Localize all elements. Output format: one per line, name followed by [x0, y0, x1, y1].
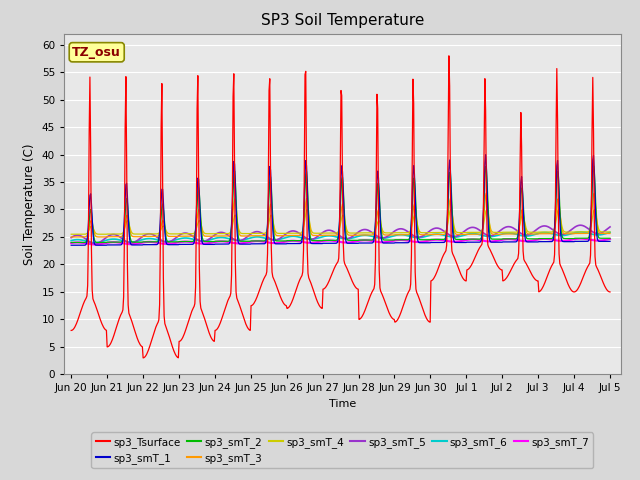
sp3_smT_6	[407, 234, 415, 240]
sp3_smT_4	[406, 228, 414, 234]
sp3_smT_3	[406, 230, 414, 236]
Line: sp3_smT_2: sp3_smT_2	[71, 166, 610, 242]
sp3_smT_5	[422, 231, 430, 237]
sp3_smT_3	[216, 233, 223, 239]
Text: TZ_osu: TZ_osu	[72, 46, 121, 59]
sp3_Tsurface	[140, 355, 147, 361]
Line: sp3_smT_6: sp3_smT_6	[71, 232, 610, 243]
sp3_smT_1	[406, 237, 414, 242]
sp3_smT_7	[407, 238, 415, 244]
sp3_smT_3	[483, 190, 490, 196]
sp3_smT_4	[216, 231, 223, 237]
Line: sp3_smT_5: sp3_smT_5	[71, 225, 610, 244]
sp3_smT_4	[591, 207, 598, 213]
Y-axis label: Soil Temperature (C): Soil Temperature (C)	[23, 143, 36, 265]
sp3_smT_6	[422, 233, 430, 239]
sp3_smT_7	[422, 238, 430, 244]
sp3_smT_5	[606, 224, 614, 230]
Line: sp3_smT_7: sp3_smT_7	[71, 239, 610, 244]
sp3_smT_2	[406, 234, 414, 240]
sp3_smT_3	[132, 234, 140, 240]
sp3_smT_1	[482, 152, 490, 157]
sp3_smT_1	[188, 241, 195, 247]
sp3_smT_5	[77, 233, 84, 239]
Line: sp3_smT_3: sp3_smT_3	[71, 193, 610, 237]
sp3_smT_6	[606, 229, 614, 235]
sp3_smT_6	[133, 239, 141, 244]
sp3_smT_2	[132, 240, 140, 245]
sp3_smT_2	[422, 237, 429, 242]
sp3_smT_6	[92, 240, 99, 246]
sp3_smT_1	[216, 241, 223, 247]
sp3_smT_5	[407, 231, 415, 237]
sp3_Tsurface	[407, 281, 415, 287]
sp3_smT_3	[422, 232, 429, 238]
sp3_smT_6	[577, 229, 584, 235]
X-axis label: Time: Time	[329, 399, 356, 409]
sp3_smT_3	[188, 233, 195, 239]
sp3_smT_5	[188, 233, 196, 239]
Line: sp3_Tsurface: sp3_Tsurface	[71, 56, 610, 358]
sp3_smT_1	[67, 242, 75, 248]
sp3_smT_6	[216, 235, 224, 240]
sp3_smT_7	[77, 240, 84, 245]
sp3_smT_7	[67, 240, 75, 246]
sp3_Tsurface	[132, 333, 140, 338]
Line: sp3_smT_4: sp3_smT_4	[71, 210, 610, 234]
sp3_Tsurface	[188, 308, 196, 314]
sp3_smT_7	[606, 236, 614, 242]
sp3_smT_4	[132, 231, 140, 237]
sp3_smT_4	[188, 231, 195, 237]
sp3_smT_3	[67, 234, 75, 240]
sp3_Tsurface	[67, 327, 75, 333]
sp3_smT_7	[577, 236, 584, 241]
sp3_smT_2	[67, 240, 75, 245]
sp3_smT_2	[216, 239, 223, 244]
Line: sp3_smT_1: sp3_smT_1	[71, 155, 610, 245]
sp3_smT_7	[133, 241, 141, 247]
sp3_smT_5	[67, 235, 75, 240]
sp3_smT_7	[92, 241, 99, 247]
sp3_smT_3	[606, 230, 614, 236]
Title: SP3 Soil Temperature: SP3 Soil Temperature	[260, 13, 424, 28]
sp3_smT_4	[606, 229, 614, 235]
sp3_smT_1	[422, 240, 429, 246]
sp3_smT_1	[132, 242, 140, 248]
sp3_smT_1	[606, 239, 614, 244]
sp3_Tsurface	[216, 320, 224, 326]
sp3_smT_4	[422, 230, 429, 236]
sp3_smT_4	[67, 231, 75, 237]
sp3_smT_2	[188, 239, 195, 244]
sp3_smT_5	[576, 222, 584, 228]
sp3_smT_7	[188, 240, 196, 245]
sp3_smT_1	[77, 242, 84, 248]
sp3_smT_3	[77, 234, 84, 240]
sp3_smT_5	[133, 238, 141, 243]
sp3_smT_5	[216, 229, 224, 235]
sp3_smT_6	[188, 236, 196, 242]
sp3_Tsurface	[422, 315, 430, 321]
sp3_smT_5	[92, 241, 99, 247]
sp3_smT_6	[77, 237, 84, 243]
sp3_Tsurface	[77, 308, 84, 314]
sp3_smT_2	[77, 240, 84, 245]
sp3_smT_7	[216, 239, 224, 244]
sp3_smT_4	[77, 231, 84, 237]
sp3_Tsurface	[606, 289, 614, 295]
Legend: sp3_Tsurface, sp3_smT_1, sp3_smT_2, sp3_smT_3, sp3_smT_4, sp3_smT_5, sp3_smT_6, : sp3_Tsurface, sp3_smT_1, sp3_smT_2, sp3_…	[92, 432, 593, 468]
sp3_smT_2	[606, 235, 614, 241]
sp3_smT_6	[67, 238, 75, 243]
sp3_Tsurface	[445, 53, 452, 59]
sp3_smT_2	[589, 163, 597, 168]
